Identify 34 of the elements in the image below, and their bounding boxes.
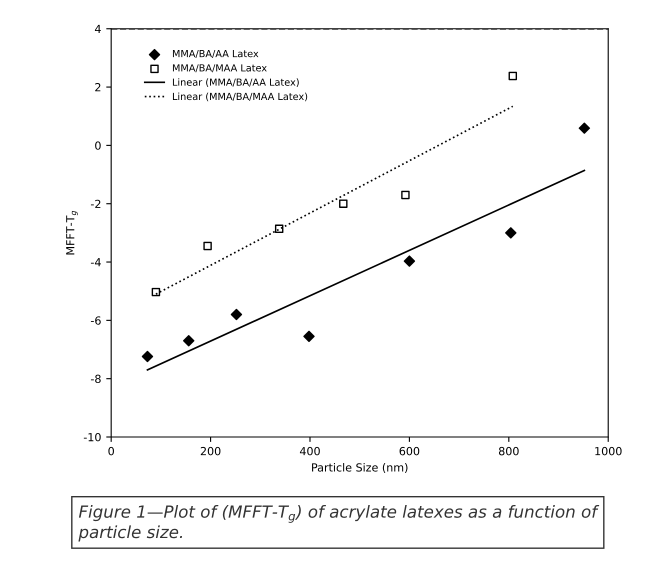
legend-label: MMA/BA/AA Latex [172,50,258,58]
point [230,308,242,320]
legend-label: MMA/BA/MAA Latex [172,64,267,72]
point [152,288,160,296]
legend-label: Linear (MMA/BA/AA Latex) [172,78,299,87]
y-tick-label: -4 [90,258,101,266]
text: Figure 1—Plot of (MFFT-T$_{g}$) of acrylate latexes as a function of particle size. [78,505,600,542]
x-tick-label: 1000 [595,446,622,456]
y-tick-label: -6 [90,316,101,325]
point [303,330,315,342]
y-axis-title: MFFT-T$_{g}$ [66,210,78,254]
x-tick-label: 0 [108,446,114,456]
point [203,242,212,250]
point [404,255,416,267]
y-tick-label: -10 [84,432,101,442]
point [183,335,194,346]
point [339,199,348,208]
y-tick-label: 2 [95,83,100,92]
y-tick-label: -8 [90,374,101,384]
y-tick-label: 0 [95,141,101,150]
point [505,227,517,239]
x-axis-title: Particle Size (nm) [312,463,408,473]
point [274,224,284,234]
y-tick-label: 4 [94,24,101,33]
x-tick-label: 200 [200,446,220,456]
x-tick-label: 400 [300,446,320,456]
y-tick-label: -2 [90,200,100,208]
legend-label: Linear (MMA/BA/MAA Latex) [172,92,308,102]
point [401,190,410,200]
point [142,350,154,362]
point [578,122,590,134]
x-tick-label: 800 [498,446,519,456]
point [508,72,518,80]
x-tick-label: 600 [400,446,420,456]
